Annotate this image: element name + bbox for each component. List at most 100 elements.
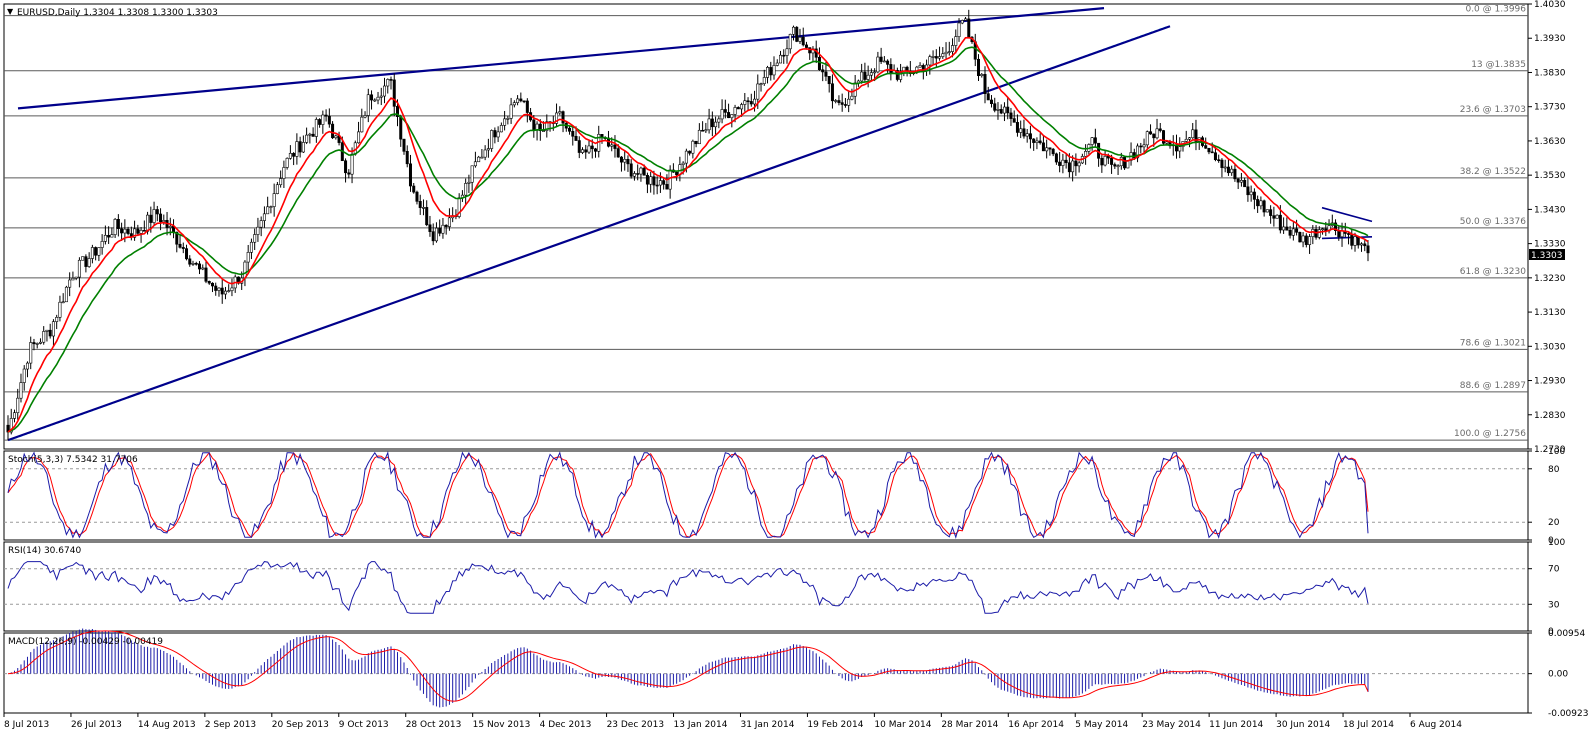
- candle-body: [1282, 226, 1286, 231]
- time-tick-label: 5 May 2014: [1075, 720, 1128, 730]
- candle-body: [1340, 230, 1344, 238]
- stoch-signal-line: [7, 451, 1369, 539]
- candle-body: [710, 118, 714, 128]
- candle-body: [1019, 128, 1023, 133]
- candle-body: [45, 329, 49, 332]
- rsi-tick-label: 0: [1548, 627, 1554, 637]
- candle-body: [889, 64, 893, 74]
- candle-body: [876, 56, 880, 73]
- candle-body: [665, 184, 669, 190]
- candle-body: [94, 247, 98, 256]
- candle-body: [928, 56, 932, 66]
- candle-body: [90, 247, 94, 259]
- candle-body: [1084, 151, 1088, 157]
- candle-body: [538, 123, 542, 132]
- candle-body: [516, 98, 520, 103]
- candle-body: [1210, 151, 1214, 154]
- rsi-panel[interactable]: [3, 541, 1529, 632]
- candle-body: [55, 317, 59, 322]
- time-tick-label: 10 Mar 2014: [874, 720, 931, 730]
- candle-body: [749, 101, 753, 105]
- stoch-tick-label: 20: [1548, 518, 1560, 528]
- candle-body: [246, 252, 250, 263]
- candle-body: [113, 218, 117, 235]
- ema-fast-line: [7, 36, 1369, 433]
- candle-body: [999, 109, 1003, 114]
- candle-body: [850, 95, 854, 100]
- candle-body: [762, 77, 766, 84]
- candle-body: [311, 133, 315, 137]
- candle-body: [305, 134, 309, 143]
- candle-body: [408, 163, 412, 187]
- candle-body: [587, 145, 591, 153]
- candle-body: [1233, 168, 1237, 180]
- candle-body: [1308, 236, 1312, 245]
- time-tick-label: 20 Sep 2013: [272, 720, 329, 730]
- candle-body: [772, 65, 776, 76]
- candle-body: [438, 227, 442, 234]
- candle-body: [207, 281, 211, 284]
- candle-body: [253, 234, 257, 243]
- candle-body: [542, 130, 546, 132]
- candle-body: [110, 234, 114, 238]
- candle-body: [159, 213, 163, 223]
- candle-body: [392, 79, 396, 107]
- candle-body: [1038, 140, 1042, 144]
- price-tick-label: 1.2730: [1534, 445, 1566, 455]
- price-axis: 1.4030 1.3930 1.3830 1.3730 1.3630 1.3530 1.34…: [1528, 0, 1588, 719]
- candle-body: [81, 256, 85, 261]
- candle-body: [555, 112, 559, 124]
- macd-tick-label: 0.00954: [1548, 629, 1585, 639]
- candle-body: [1058, 161, 1062, 166]
- candle-body: [1252, 191, 1256, 200]
- candle-body: [1360, 243, 1364, 246]
- candle-body: [619, 156, 623, 163]
- fib-label: 0.0 @ 1.3996: [1465, 5, 1526, 15]
- candle-body: [314, 119, 318, 137]
- candle-body: [204, 267, 208, 282]
- candle-body: [613, 144, 617, 149]
- candle-body: [405, 151, 409, 165]
- candle-body: [837, 100, 841, 103]
- candle-body: [431, 231, 435, 242]
- candle-body: [954, 36, 958, 46]
- candle-body: [1025, 133, 1029, 137]
- candle-body: [616, 148, 620, 158]
- candle-body: [720, 109, 724, 120]
- fibonacci-levels: 0.0 @ 1.3996 13 @1.3835 23.6 @ 1.3703 38.2 …: [4, 5, 1528, 441]
- candle-body: [873, 71, 877, 74]
- candle-body: [308, 133, 312, 136]
- candle-body: [779, 54, 783, 64]
- candle-body: [1265, 209, 1269, 213]
- candle-body: [1162, 130, 1166, 144]
- candle-body: [272, 193, 276, 207]
- candle-body: [292, 153, 296, 157]
- candle-body: [525, 100, 529, 113]
- stoch-panel[interactable]: [3, 450, 1529, 541]
- candle-body: [116, 218, 120, 229]
- candle-body: [639, 167, 643, 175]
- candle-body: [1243, 179, 1247, 188]
- price-tick-label: 1.3630: [1534, 137, 1566, 147]
- candle-body: [1259, 200, 1263, 207]
- candle-body: [415, 191, 419, 202]
- candle-body: [318, 119, 322, 125]
- time-tick-label: 16 Apr 2014: [1008, 720, 1064, 730]
- candle-body: [48, 329, 52, 337]
- candle-body: [139, 229, 143, 234]
- rsi-title: RSI(14) 30.6740: [8, 546, 81, 556]
- time-tick-label: 14 Aug 2013: [138, 720, 196, 730]
- candle-body: [827, 76, 831, 85]
- time-axis: 8 Jul 2013 26 Jul 2013 14 Aug 2013 2 Sep 20…: [3, 713, 1462, 730]
- candle-body: [35, 343, 39, 345]
- candle-body: [1158, 128, 1162, 131]
- candle-body: [1152, 133, 1156, 139]
- candle-body: [1236, 178, 1240, 183]
- macd-panel[interactable]: [3, 632, 1529, 714]
- candle-body: [103, 234, 107, 242]
- candle-body: [658, 180, 662, 186]
- candle-body: [1285, 226, 1289, 231]
- candle-body: [344, 160, 348, 174]
- candle-body: [1155, 128, 1159, 139]
